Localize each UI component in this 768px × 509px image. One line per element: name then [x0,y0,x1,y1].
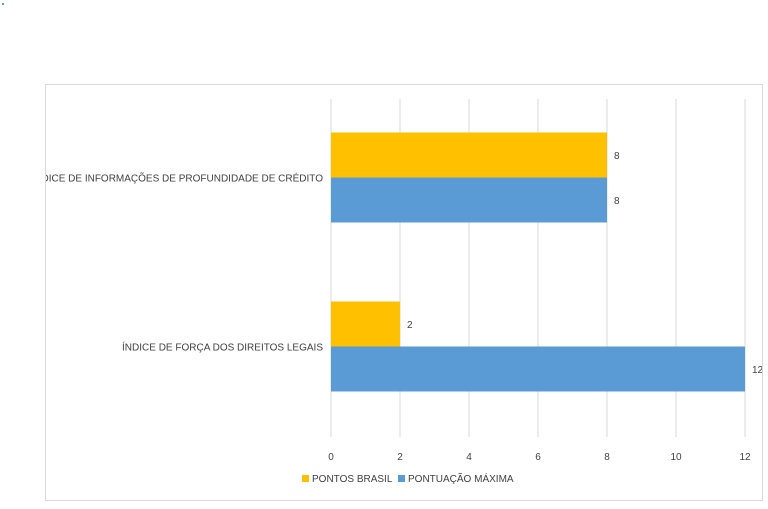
data-label: 8 [614,151,620,162]
x-tick-label: 10 [670,452,682,463]
legend-entry: PONTOS BRASIL [312,474,393,485]
bar-pontuacao-maxima [331,346,745,392]
x-tick-label: 2 [397,452,403,463]
data-label: 12 [752,365,762,376]
bar-pontos-brasil [331,132,607,178]
x-tick-label: 4 [466,452,472,463]
bar-chart: 0 2 4 6 8 10 12 8 8 ÍNDICE DE INFORMAÇÕES DE PROF… [46,99,762,485]
x-tick-label: 6 [535,452,541,463]
legend-swatch [398,475,405,482]
labels-layer: 0 2 4 6 8 10 12 8 8 ÍNDICE DE INFORMAÇÕES DE PROF… [46,151,762,463]
data-label: 8 [614,196,620,207]
category-label: ÍNDICE DE FORÇA DOS DIREITOS LEGAIS [122,341,323,354]
bar-pontos-brasil [331,301,400,347]
bar-pontuacao-maxima [331,177,607,223]
corner-marker [2,3,4,5]
legend-entry: PONTUAÇÃO MÁXIMA [408,472,514,485]
x-tick-label: 12 [739,452,751,463]
category-label: ÍNDICE DE INFORMAÇÕES DE PROFUNDIDADE DE… [46,172,323,185]
chart-frame: 0 2 4 6 8 10 12 8 8 ÍNDICE DE INFORMAÇÕES DE PROF… [45,84,763,501]
x-tick-label: 0 [328,452,334,463]
legend-swatch [302,475,309,482]
x-tick-label: 8 [604,452,610,463]
legend: PONTOS BRASIL PONTUAÇÃO MÁXIMA [302,472,514,485]
data-label: 2 [407,320,413,331]
bars-layer [331,132,745,392]
